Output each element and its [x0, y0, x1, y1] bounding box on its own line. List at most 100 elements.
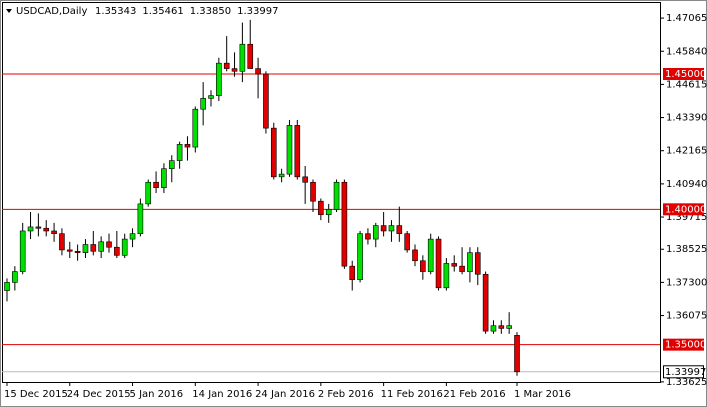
y-tick-label: 1.40940 — [666, 179, 707, 190]
candle-body — [19, 230, 26, 272]
y-tick-label: 1.33625 — [666, 377, 707, 388]
y-tick-label: 1.39715 — [666, 212, 707, 223]
candle-body — [82, 244, 89, 253]
header-value: 1.35343 — [95, 6, 136, 17]
candle-body — [35, 226, 42, 229]
y-tick-label: 1.47065 — [666, 13, 707, 24]
x-tick-label: 11 Feb 2016 — [381, 389, 443, 400]
candle-body — [318, 200, 324, 216]
x-tick-label: 15 Dec 2015 — [4, 389, 68, 400]
candle-body — [443, 263, 450, 289]
candle-body — [294, 125, 301, 178]
y-tick-label: 1.38525 — [666, 244, 707, 255]
candle-body — [396, 225, 403, 234]
candle-body — [98, 241, 104, 252]
candle-body — [302, 176, 308, 183]
candle-body — [325, 209, 332, 216]
candle-body — [4, 282, 10, 291]
candle-body — [365, 233, 371, 240]
candle-body — [372, 225, 379, 240]
candle-body — [286, 125, 293, 175]
candle-body — [506, 325, 512, 329]
candle-body — [153, 181, 159, 188]
y-tick-label: 1.45840 — [666, 46, 707, 57]
level-label: 1.35000 — [665, 340, 706, 351]
candle-body — [184, 144, 191, 148]
candle-body — [420, 260, 426, 272]
candle-body — [341, 181, 348, 267]
candle-body — [514, 335, 520, 373]
x-tick-label: 21 Feb 2016 — [443, 389, 505, 400]
candle-body — [216, 62, 222, 96]
x-tick-label: 2 Feb 2016 — [318, 389, 374, 400]
x-tick-label: 5 Jan 2016 — [130, 389, 184, 400]
y-tick-label: 1.37300 — [666, 277, 707, 288]
candle-body — [239, 43, 246, 72]
x-tick-label: 1 Mar 2016 — [514, 389, 571, 400]
candle-body — [145, 181, 152, 205]
candle-body — [459, 265, 465, 272]
candle-body — [270, 127, 277, 178]
candle-body — [59, 233, 65, 251]
candle-body — [66, 249, 73, 252]
candle-body — [27, 226, 34, 232]
candle-body — [490, 325, 497, 332]
header-value: 1.33850 — [190, 6, 231, 17]
level-label-box — [663, 203, 704, 216]
candle-body — [208, 95, 214, 99]
candle-body — [137, 203, 144, 234]
candle-body — [12, 271, 18, 283]
candle-body — [263, 73, 269, 129]
y-tick-label: 1.42165 — [666, 146, 707, 157]
candle-body — [404, 233, 410, 251]
chart-title: USDCAD,Daily — [16, 6, 87, 17]
y-tick-label: 1.43390 — [666, 113, 707, 124]
header-value: 1.35461 — [142, 6, 183, 17]
last-price-box — [663, 365, 704, 379]
x-tick-label: 24 Jan 2016 — [255, 389, 315, 400]
candle-body — [482, 273, 489, 332]
candle-body — [451, 263, 458, 267]
candle-body — [435, 238, 442, 289]
candle-body — [427, 238, 434, 272]
candle-body — [349, 265, 356, 280]
candle-body — [43, 227, 50, 232]
candle-body — [498, 325, 505, 329]
candle-body — [129, 233, 136, 240]
candle-body — [474, 252, 481, 275]
candle-body — [255, 68, 261, 75]
plot-area — [2, 2, 661, 383]
candle-body — [168, 160, 175, 170]
candle-body — [192, 108, 199, 148]
candle-body — [223, 62, 230, 69]
candle-body — [310, 181, 316, 202]
candle-body — [51, 230, 57, 234]
candle-body — [114, 246, 120, 256]
level-label: 1.40000 — [665, 204, 706, 215]
candle-body — [388, 225, 395, 232]
candle-body — [74, 250, 81, 253]
menu-arrow — [6, 9, 12, 13]
candle-body — [380, 225, 387, 232]
candle-body — [106, 241, 112, 248]
level-label: 1.45000 — [665, 69, 706, 80]
candle-body — [412, 249, 418, 262]
candle-body — [231, 68, 238, 72]
candle-body — [357, 233, 363, 280]
candle-body — [467, 252, 473, 272]
x-tick-label: 14 Jan 2016 — [192, 389, 252, 400]
x-tick-label: 24 Dec 2015 — [67, 389, 131, 400]
candle-body — [121, 238, 128, 256]
level-label-box — [663, 67, 704, 80]
candle-body — [176, 144, 183, 161]
last-price-label: 1.33997 — [665, 367, 706, 378]
y-tick-label: 1.36075 — [666, 311, 707, 322]
y-tick-label: 1.44615 — [666, 79, 707, 90]
candle-body — [200, 98, 206, 110]
candle-body — [161, 168, 167, 188]
candle-body — [247, 43, 254, 69]
candle-body — [278, 173, 285, 178]
candle-body — [333, 181, 340, 210]
